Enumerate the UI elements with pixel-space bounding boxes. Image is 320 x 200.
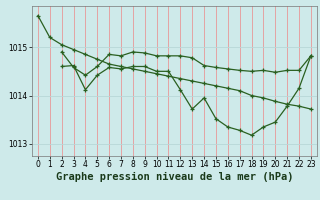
- X-axis label: Graphe pression niveau de la mer (hPa): Graphe pression niveau de la mer (hPa): [56, 172, 293, 182]
